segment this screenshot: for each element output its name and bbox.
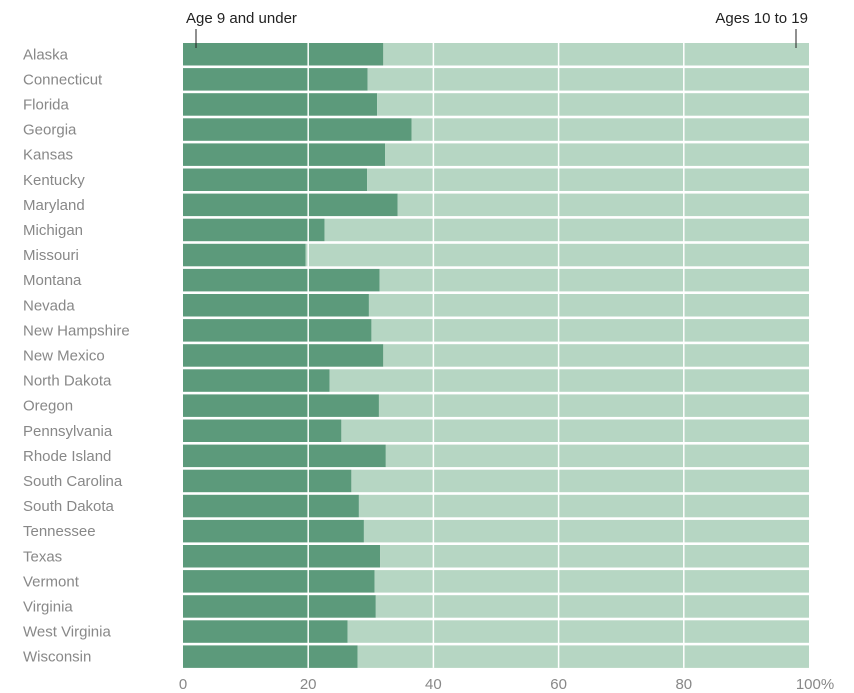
bar-segment-under-10 xyxy=(183,143,386,166)
bar-segment-ages-10-19 xyxy=(363,519,809,543)
bar-segment-ages-10-19 xyxy=(357,645,809,668)
legend-label-under-10: Age 9 and under xyxy=(186,10,297,27)
legend: Age 9 and under Ages 10 to 19 xyxy=(186,10,808,48)
category-label: Maryland xyxy=(23,197,85,214)
category-label: North Dakota xyxy=(23,373,112,390)
bar-segment-under-10 xyxy=(183,268,380,292)
bar-segment-under-10 xyxy=(183,294,369,317)
bar-segment-ages-10-19 xyxy=(371,319,809,342)
grid-layer xyxy=(307,43,685,668)
x-tick-label: 80 xyxy=(675,676,692,693)
bar-segment-ages-10-19 xyxy=(375,595,809,618)
category-label: South Carolina xyxy=(23,473,123,490)
category-label: Connecticut xyxy=(23,71,103,88)
category-label: Michigan xyxy=(23,222,83,239)
x-tick-label: 20 xyxy=(300,676,317,693)
category-label: Virginia xyxy=(23,598,73,615)
bar-segment-ages-10-19 xyxy=(367,68,809,91)
bar-segment-ages-10-19 xyxy=(383,43,809,66)
category-label: Georgia xyxy=(23,122,77,139)
category-label: Rhode Island xyxy=(23,448,111,465)
bar-segment-ages-10-19 xyxy=(324,218,809,242)
x-axis-ticks: 0 20 40 60 80 100% xyxy=(179,676,834,693)
x-tick-label: 60 xyxy=(550,676,567,693)
category-label: Pennsylvania xyxy=(23,423,113,440)
bar-segment-ages-10-19 xyxy=(358,494,809,518)
bar-segment-under-10 xyxy=(183,469,352,493)
bar-segment-under-10 xyxy=(183,620,348,643)
category-label: Montana xyxy=(23,272,82,289)
bar-segment-under-10 xyxy=(183,519,364,543)
bar-segment-ages-10-19 xyxy=(347,620,809,643)
bar-segment-ages-10-19 xyxy=(374,570,809,593)
category-label: Nevada xyxy=(23,297,75,314)
category-label: Oregon xyxy=(23,398,73,415)
bar-segment-ages-10-19 xyxy=(377,93,809,116)
bar-segment-under-10 xyxy=(183,168,368,191)
category-labels: Alaska Connecticut Florida Georgia Kansas Ken… xyxy=(23,46,130,665)
category-label: South Dakota xyxy=(23,498,115,515)
category-label: New Mexico xyxy=(23,347,105,364)
bar-segment-ages-10-19 xyxy=(341,419,809,442)
category-label: Kansas xyxy=(23,147,73,164)
bar-segment-under-10 xyxy=(183,218,325,242)
category-label: New Hampshire xyxy=(23,322,130,339)
bar-segment-under-10 xyxy=(183,319,372,342)
bar-segment-under-10 xyxy=(183,68,368,91)
bar-segment-ages-10-19 xyxy=(383,344,809,367)
bar-segment-ages-10-19 xyxy=(367,168,809,191)
category-label: Florida xyxy=(23,96,70,113)
bar-segment-ages-10-19 xyxy=(305,243,809,267)
bar-segment-under-10 xyxy=(183,444,386,468)
bar-segment-ages-10-19 xyxy=(351,469,809,493)
bar-segment-under-10 xyxy=(183,595,376,618)
bars-layer xyxy=(183,43,809,668)
bar-segment-ages-10-19 xyxy=(385,143,809,166)
bar-segment-under-10 xyxy=(183,645,358,668)
bar-segment-ages-10-19 xyxy=(368,294,809,317)
category-label: West Virginia xyxy=(23,624,111,641)
bar-segment-under-10 xyxy=(183,118,412,141)
bar-segment-under-10 xyxy=(183,494,359,518)
bar-segment-under-10 xyxy=(183,394,379,417)
bar-segment-ages-10-19 xyxy=(380,545,809,568)
category-label: Texas xyxy=(23,548,62,565)
bar-segment-ages-10-19 xyxy=(397,193,809,217)
bar-segment-under-10 xyxy=(183,419,342,442)
bar-segment-under-10 xyxy=(183,545,381,568)
bar-segment-ages-10-19 xyxy=(329,369,809,392)
bar-segment-under-10 xyxy=(183,193,398,217)
bar-segment-under-10 xyxy=(183,369,330,392)
category-label: Vermont xyxy=(23,573,80,590)
category-label: Tennessee xyxy=(23,523,96,540)
bar-segment-under-10 xyxy=(183,570,375,593)
bar-segment-under-10 xyxy=(183,43,384,66)
category-label: Missouri xyxy=(23,247,79,264)
bar-segment-ages-10-19 xyxy=(379,268,809,292)
bar-segment-ages-10-19 xyxy=(385,444,809,468)
legend-label-ages-10-19: Ages 10 to 19 xyxy=(715,10,808,27)
bar-segment-under-10 xyxy=(183,243,306,267)
category-label: Alaska xyxy=(23,46,69,63)
x-tick-label: 100% xyxy=(796,676,834,693)
bar-segment-under-10 xyxy=(183,344,384,367)
category-label: Wisconsin xyxy=(23,649,91,666)
bar-segment-ages-10-19 xyxy=(411,118,809,141)
bar-segment-under-10 xyxy=(183,93,378,116)
x-tick-label: 40 xyxy=(425,676,442,693)
category-label: Kentucky xyxy=(23,172,85,189)
x-tick-label: 0 xyxy=(179,676,187,693)
bar-segment-ages-10-19 xyxy=(378,394,809,417)
